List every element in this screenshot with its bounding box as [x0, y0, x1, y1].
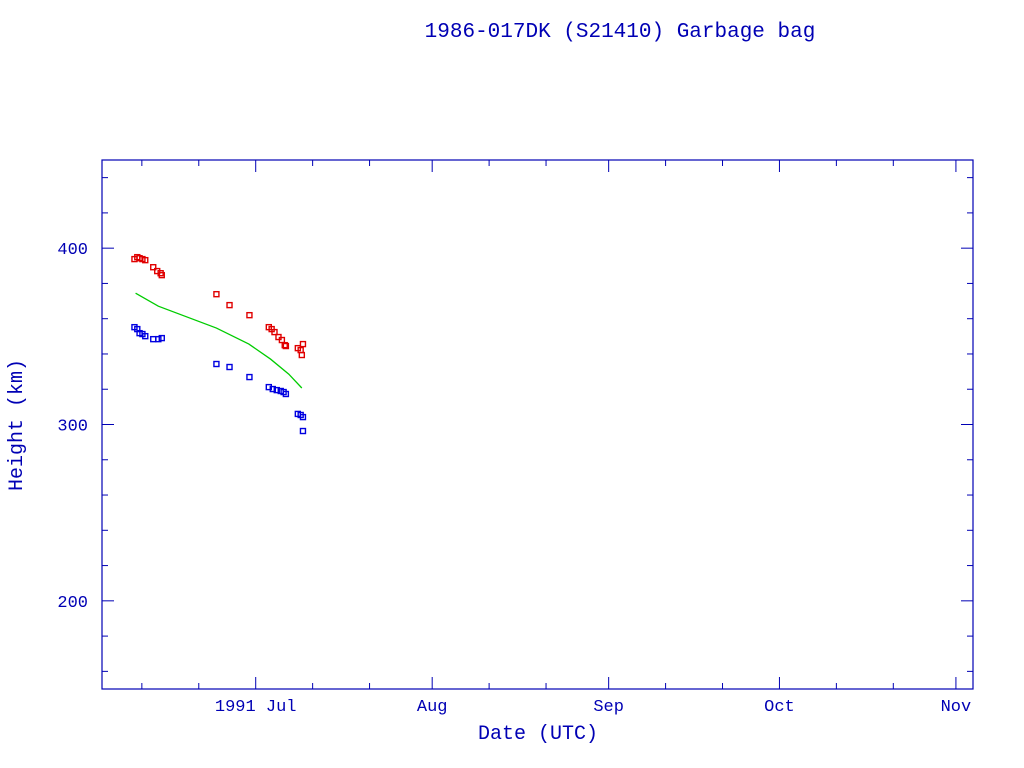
- apogee-point: [299, 340, 307, 348]
- x-axis-label: Date (UTC): [478, 723, 598, 746]
- y-tick-label: 400: [57, 241, 88, 260]
- chart-title: 1986-017DK (S21410) Garbage bag: [425, 21, 816, 44]
- apogee-point: [281, 341, 288, 349]
- perigee-point: [299, 413, 307, 421]
- apogee-point: [246, 311, 253, 319]
- perigee-point: [213, 360, 220, 368]
- apogee-point: [226, 301, 233, 309]
- x-tick-label: Oct: [764, 698, 795, 717]
- y-tick-label: 300: [57, 418, 88, 437]
- apogee-point: [298, 351, 306, 359]
- perigee-point: [150, 335, 157, 343]
- plot-frame: [101, 159, 974, 690]
- perigee-point: [142, 332, 149, 340]
- apogee-point: [142, 256, 149, 264]
- x-tick-label: Nov: [941, 698, 972, 717]
- y-tick-label: 200: [57, 594, 88, 613]
- x-tick-label: 1991 Jul: [215, 698, 297, 717]
- y-axis-label: Height (km): [6, 359, 29, 491]
- x-tick-label: Sep: [593, 698, 624, 717]
- apogee-point: [271, 328, 278, 336]
- perigee-point: [269, 385, 276, 393]
- perigee-point: [158, 334, 165, 342]
- apogee-point: [158, 271, 165, 279]
- perigee-point: [299, 427, 307, 435]
- perigee-point: [273, 386, 280, 394]
- perigee-point: [226, 363, 233, 371]
- x-tick-label: Aug: [417, 698, 448, 717]
- apogee-point: [282, 342, 290, 350]
- perigee-point: [282, 390, 290, 398]
- perigee-point: [155, 335, 162, 343]
- apogee-point: [150, 264, 157, 271]
- mean-line: [135, 292, 303, 389]
- perigee-point: [246, 373, 253, 381]
- apogee-point: [213, 290, 220, 298]
